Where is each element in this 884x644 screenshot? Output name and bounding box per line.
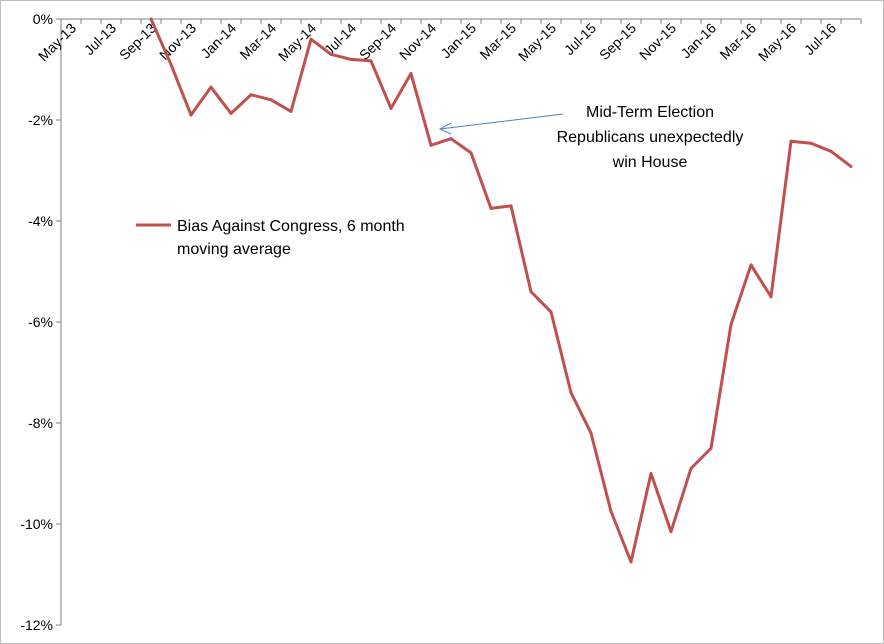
x-tick-label: Jul-16 — [801, 20, 839, 58]
x-tick-label: Mar-15 — [476, 20, 519, 63]
annotation-line-3: win House — [612, 154, 688, 171]
y-tick-label: -4% — [28, 213, 53, 229]
data-point — [649, 472, 653, 475]
legend: Bias Against Congress, 6 month moving av… — [136, 218, 405, 258]
annotation-line-2: Republicans unexpectedly — [557, 129, 744, 146]
data-point — [249, 93, 253, 97]
y-tick-label: -12% — [20, 617, 53, 633]
x-tick-label: Mar-14 — [236, 20, 279, 63]
annotation-line-1: Mid-Term Election — [586, 104, 714, 121]
data-point — [749, 263, 753, 267]
data-point — [469, 151, 473, 155]
x-tick-label: Nov-15 — [636, 20, 679, 63]
data-point — [189, 113, 193, 117]
data-point — [509, 204, 513, 208]
data-point — [689, 466, 693, 470]
data-point — [449, 137, 453, 141]
data-point — [549, 310, 553, 314]
x-tick-label: Sep-15 — [596, 20, 639, 63]
data-point — [789, 139, 793, 143]
data-point — [409, 72, 413, 76]
legend-label-line-2: moving average — [177, 241, 291, 258]
data-point — [229, 111, 233, 115]
annotation-arrowhead — [438, 122, 452, 135]
y-tick-label: -10% — [20, 516, 53, 532]
legend-label-line-1: Bias Against Congress, 6 month — [177, 218, 405, 235]
data-point — [709, 446, 713, 450]
data-point — [349, 57, 353, 61]
annotation-arrow — [439, 113, 564, 130]
data-point — [589, 431, 593, 435]
data-point — [269, 98, 273, 102]
y-axis: 0% -2% -4% -6% -8% -10% -12% — [20, 11, 62, 633]
data-point — [369, 59, 373, 63]
data-point — [609, 509, 613, 513]
series-line — [149, 18, 852, 564]
data-point — [329, 52, 333, 56]
x-tick-label: Jan-15 — [438, 20, 480, 62]
x-tick-label: Jan-16 — [678, 20, 720, 62]
y-tick-label: -2% — [28, 112, 53, 128]
data-point — [809, 141, 813, 145]
series-lines — [149, 17, 853, 564]
data-point — [209, 85, 213, 89]
x-tick-label: May-16 — [755, 20, 799, 64]
data-point — [309, 37, 313, 41]
x-tick-label: May-15 — [515, 20, 559, 64]
data-point — [829, 149, 833, 153]
data-point — [389, 106, 393, 110]
data-point — [169, 62, 173, 66]
y-tick-label: -6% — [28, 314, 53, 330]
data-point — [489, 206, 493, 210]
data-point — [149, 17, 153, 21]
x-tick-label: Nov-14 — [396, 20, 439, 63]
data-point — [669, 530, 673, 534]
x-tick-label: Sep-14 — [356, 20, 399, 63]
x-tick-label: Jan-14 — [198, 20, 240, 62]
data-point — [569, 391, 573, 395]
x-axis: May-13 Jul-13Sep-13Nov-13Jan-14Mar-14May-… — [35, 18, 862, 64]
x-tick-label: Mar-16 — [716, 20, 759, 63]
data-point — [849, 164, 853, 168]
x-tick-label: Jul-15 — [561, 20, 599, 58]
data-point — [529, 290, 533, 294]
x-tick-label: Jul-13 — [81, 20, 119, 58]
data-point — [729, 323, 733, 327]
y-tick-label: 0% — [33, 11, 53, 27]
data-point — [289, 109, 293, 113]
annotation: Mid-Term Election Republicans unexpected… — [438, 104, 744, 171]
data-point — [629, 560, 633, 564]
y-tick-label: -8% — [28, 415, 53, 431]
data-point — [769, 295, 773, 299]
data-point — [429, 143, 433, 147]
